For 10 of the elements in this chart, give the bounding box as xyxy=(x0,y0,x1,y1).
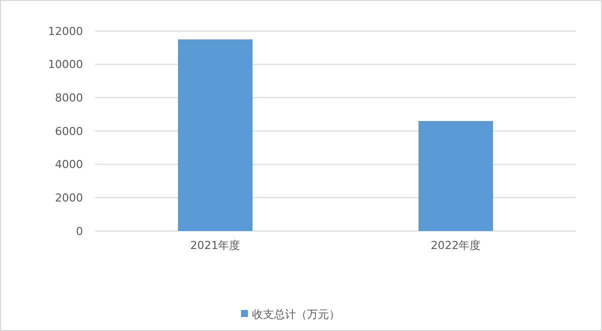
y-tick-label: 4000 xyxy=(55,158,83,172)
y-tick-label: 8000 xyxy=(55,92,83,105)
x-tick-label: 2021年度 xyxy=(190,239,240,252)
x-tick-label: 2022年度 xyxy=(430,239,481,252)
y-tick-label: 0 xyxy=(76,224,83,238)
y-tick-label: 12000 xyxy=(48,24,83,38)
legend-label: 收支总计（万元） xyxy=(252,308,340,321)
y-tick-label: 2000 xyxy=(55,192,83,205)
y-tick-label: 10000 xyxy=(48,58,83,72)
y-tick-label: 6000 xyxy=(55,124,83,138)
